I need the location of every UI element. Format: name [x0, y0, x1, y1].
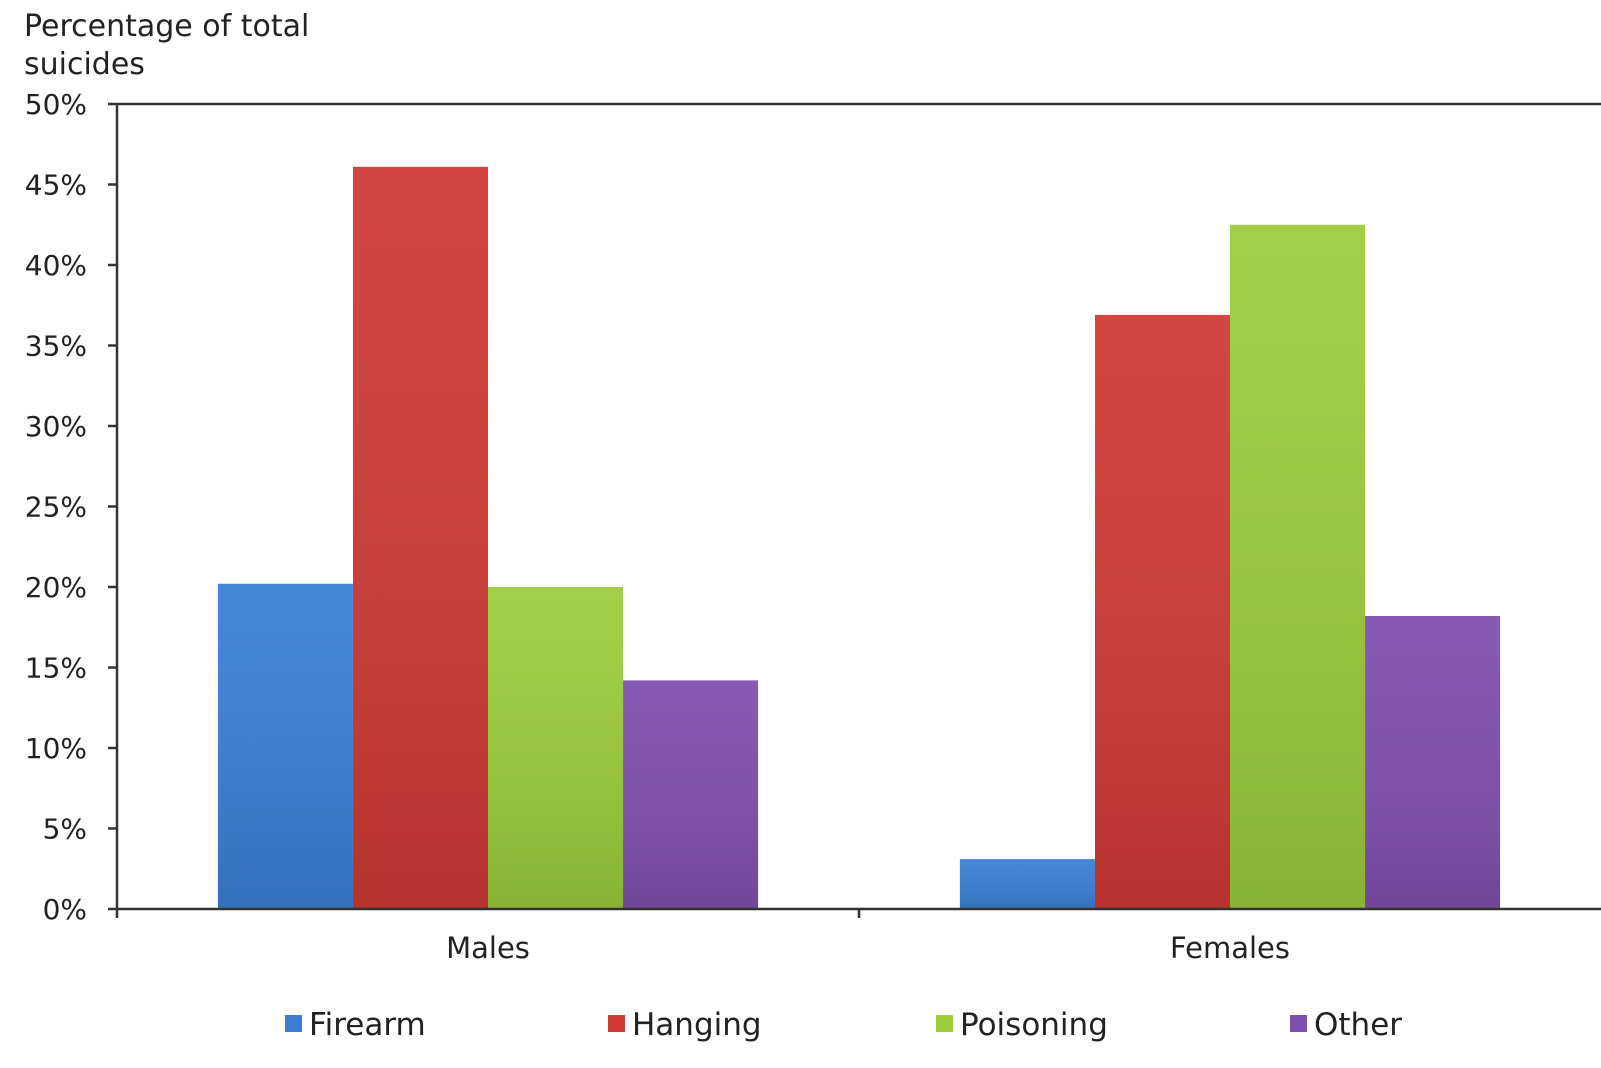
- y-axis-ticks: 0% 5% 10% 15% 20% 25% 30% 35% 40% 45% 50%: [25, 88, 117, 926]
- y-tick-label: 40%: [25, 249, 87, 282]
- y-tick-label: 50%: [25, 88, 87, 121]
- bar-shading: [623, 680, 759, 909]
- bar-shading: [1230, 224, 1366, 909]
- y-axis-label-line-2: suicides: [24, 47, 145, 82]
- x-category-label: Females: [1170, 931, 1290, 965]
- bar-shading: [1094, 314, 1230, 909]
- legend-label-firearm: Firearm: [309, 1007, 426, 1043]
- y-tick-label: 35%: [25, 330, 87, 363]
- legend-swatch-firearm: [285, 1015, 302, 1032]
- y-tick-label: 15%: [25, 652, 87, 685]
- bar-shading: [217, 583, 353, 909]
- y-tick-label: 10%: [25, 732, 87, 765]
- legend-label-poisoning: Poisoning: [960, 1007, 1108, 1043]
- x-category-label: Males: [446, 931, 530, 965]
- legend: Firearm Hanging Poisoning Other: [285, 1007, 1402, 1043]
- y-tick-label: 5%: [43, 813, 87, 846]
- bar-shading: [352, 166, 488, 910]
- y-tick-label: 0%: [43, 893, 87, 926]
- legend-swatch-hanging: [608, 1015, 625, 1032]
- y-axis-label-line-1: Percentage of total: [24, 9, 309, 44]
- bars: [217, 166, 1501, 910]
- y-tick-label: 25%: [25, 491, 87, 524]
- legend-swatch-poisoning: [936, 1015, 953, 1032]
- bar-shading: [959, 859, 1095, 909]
- legend-label-other: Other: [1314, 1007, 1402, 1043]
- bar-shading: [488, 587, 624, 909]
- legend-swatch-other: [1290, 1015, 1307, 1032]
- y-tick-label: 30%: [25, 410, 87, 443]
- bar-shading: [1365, 615, 1501, 909]
- y-tick-label: 20%: [25, 571, 87, 604]
- x-axis: Males Females: [115, 909, 1290, 965]
- legend-label-hanging: Hanging: [632, 1007, 762, 1043]
- y-tick-label: 45%: [25, 169, 87, 202]
